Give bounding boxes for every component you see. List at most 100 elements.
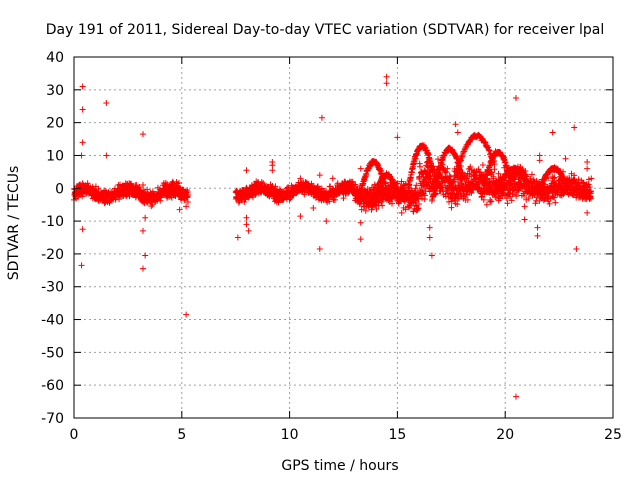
y-tick-label: -20 (41, 247, 64, 263)
y-axis-label: SDTVAR / TECUs (6, 166, 22, 281)
y-tick-label: -30 (41, 280, 64, 296)
chart-title: Day 191 of 2011, Sidereal Day-to-day VTE… (46, 22, 604, 38)
x-tick-label: 10 (281, 427, 299, 443)
data-point (357, 165, 364, 172)
data-point (410, 208, 417, 215)
data-point (149, 201, 156, 208)
data-point (428, 252, 435, 259)
data-point (512, 393, 519, 400)
data-point (509, 190, 516, 197)
data-point (426, 188, 433, 195)
data-point (584, 159, 591, 166)
data-point (521, 203, 528, 210)
data-point (584, 209, 591, 216)
data-point (444, 165, 451, 172)
data-point (521, 192, 528, 199)
data-point (318, 114, 325, 121)
tick-layer: 0 5 10 15 20 25 -70 -60 -50 -40 -30 -20 -10 0 10 20 30 40 (41, 50, 622, 443)
data-point (586, 184, 593, 191)
data-point (379, 202, 386, 209)
data-point (523, 179, 530, 186)
data-point (79, 226, 86, 233)
data-point (448, 204, 455, 211)
data-point (571, 176, 578, 183)
data-point (459, 174, 466, 181)
data-point (323, 218, 330, 225)
data-point (297, 213, 304, 220)
y-tick-label: -10 (41, 214, 64, 230)
x-tick-label: 5 (177, 427, 186, 443)
y-tick-label: 10 (46, 148, 64, 164)
data-layer (71, 73, 595, 400)
data-point (528, 171, 535, 178)
y-tick-label: -40 (41, 313, 64, 329)
x-tick-label: 15 (388, 427, 406, 443)
data-point (184, 198, 191, 205)
data-point (534, 232, 541, 239)
data-point (451, 197, 458, 204)
data-point (316, 245, 323, 252)
data-point (479, 162, 486, 169)
data-point (412, 185, 419, 192)
x-tick-label: 0 (70, 427, 79, 443)
data-point (176, 206, 183, 213)
data-point (394, 188, 401, 195)
data-point (340, 195, 347, 202)
data-point (373, 205, 380, 212)
data-point (454, 129, 461, 136)
data-point (551, 194, 558, 201)
data-point (546, 200, 553, 207)
data-point (148, 203, 155, 210)
data-point (398, 178, 405, 185)
data-point (394, 134, 401, 141)
data-point (521, 216, 528, 223)
data-point (562, 179, 569, 186)
data-point (79, 106, 86, 113)
data-point (383, 73, 390, 80)
data-point (588, 188, 595, 195)
data-point (139, 265, 146, 272)
grid-layer (74, 57, 613, 418)
data-point (452, 121, 459, 128)
data-point (352, 181, 359, 188)
data-point (536, 157, 543, 164)
y-tick-label: 30 (46, 83, 64, 99)
data-point (103, 152, 110, 159)
data-point (419, 195, 426, 202)
data-point (398, 209, 405, 216)
data-point (503, 195, 510, 202)
data-point (185, 191, 192, 198)
data-point (183, 311, 190, 318)
data-point (178, 196, 185, 203)
y-tick-label: -50 (41, 345, 64, 361)
data-point (329, 175, 336, 182)
data-point (272, 183, 279, 190)
data-point (245, 227, 252, 234)
data-point (417, 163, 424, 170)
data-point (428, 166, 435, 173)
plot-frame (73, 56, 614, 419)
data-point (142, 214, 149, 221)
data-point (496, 195, 503, 202)
data-point (552, 180, 559, 187)
data-point (571, 124, 578, 131)
x-tick-label: 20 (496, 427, 514, 443)
data-point (103, 99, 110, 106)
data-point (301, 191, 308, 198)
data-point (362, 207, 369, 214)
data-point (438, 184, 445, 191)
data-point (358, 206, 365, 213)
data-point (357, 236, 364, 243)
data-point (483, 201, 490, 208)
data-point (84, 180, 91, 187)
data-point (488, 169, 495, 176)
data-point (588, 175, 595, 182)
data-point (316, 172, 323, 179)
data-point (175, 179, 182, 186)
data-point (587, 195, 594, 202)
data-point (495, 170, 502, 177)
data-point (414, 205, 421, 212)
y-tick-label: -70 (41, 411, 64, 427)
data-point (491, 166, 498, 173)
